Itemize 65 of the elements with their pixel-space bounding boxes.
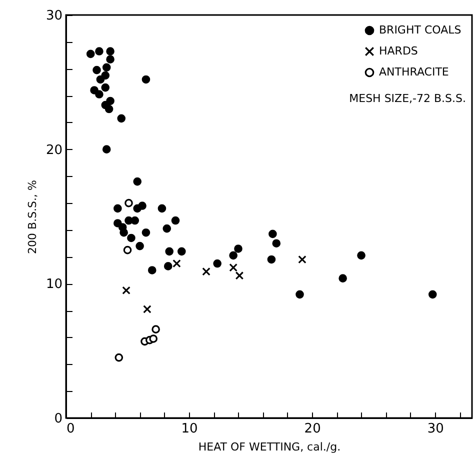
point [149,334,158,343]
point [357,251,366,260]
point [106,55,114,64]
point [90,86,98,94]
point [143,305,152,314]
point [127,234,136,242]
point [172,259,181,268]
point [428,290,437,299]
legend-label: BRIGHT COALS [379,24,462,36]
x-tick-label: 10 [181,422,198,436]
y-tick-label: 30 [46,8,62,24]
point [162,224,172,233]
point [142,228,150,237]
point [101,71,110,80]
point [106,47,114,56]
y-tick-label: 10 [46,277,62,292]
point [267,255,276,264]
point [124,198,133,208]
point [133,177,142,186]
point [101,83,110,92]
point [164,262,172,270]
y-axis-title: 200 B.S.S., % [26,180,39,254]
point [142,75,150,84]
point [234,244,242,253]
point [268,230,277,238]
point [104,104,114,114]
point [177,247,186,256]
y-tick-label: 20 [46,142,62,158]
point [296,290,304,299]
x-axis-title: HEAT OF WETTING, cal./g. [198,440,341,454]
annotation: MESH SIZE,-72 B.S.S. [349,92,466,105]
point [171,216,180,225]
point [158,204,166,213]
point [202,267,210,276]
point [92,66,101,74]
point [117,114,126,123]
point [165,247,174,256]
x-tick-label: 0 [66,422,75,436]
x-tick-label: 20 [304,422,321,436]
x-tick-label: 30 [427,422,444,436]
point [95,47,104,56]
point [235,271,244,280]
point [138,202,146,210]
point [229,263,238,272]
point [123,246,132,254]
point [114,353,124,362]
point [136,242,144,250]
point [120,228,128,237]
point [338,274,347,282]
legend-label: ANTHRACITE [379,66,449,78]
point [95,90,104,98]
y-tick-label: 0 [54,412,62,426]
point [152,325,160,334]
point [298,255,306,264]
point [122,286,130,295]
point [114,204,122,213]
point [86,50,95,58]
legend-label: HARDS [379,44,418,58]
point [229,251,238,260]
point [102,63,111,72]
point [130,216,140,225]
point [148,266,156,274]
point [272,239,281,248]
point [213,259,222,268]
point [102,145,111,154]
